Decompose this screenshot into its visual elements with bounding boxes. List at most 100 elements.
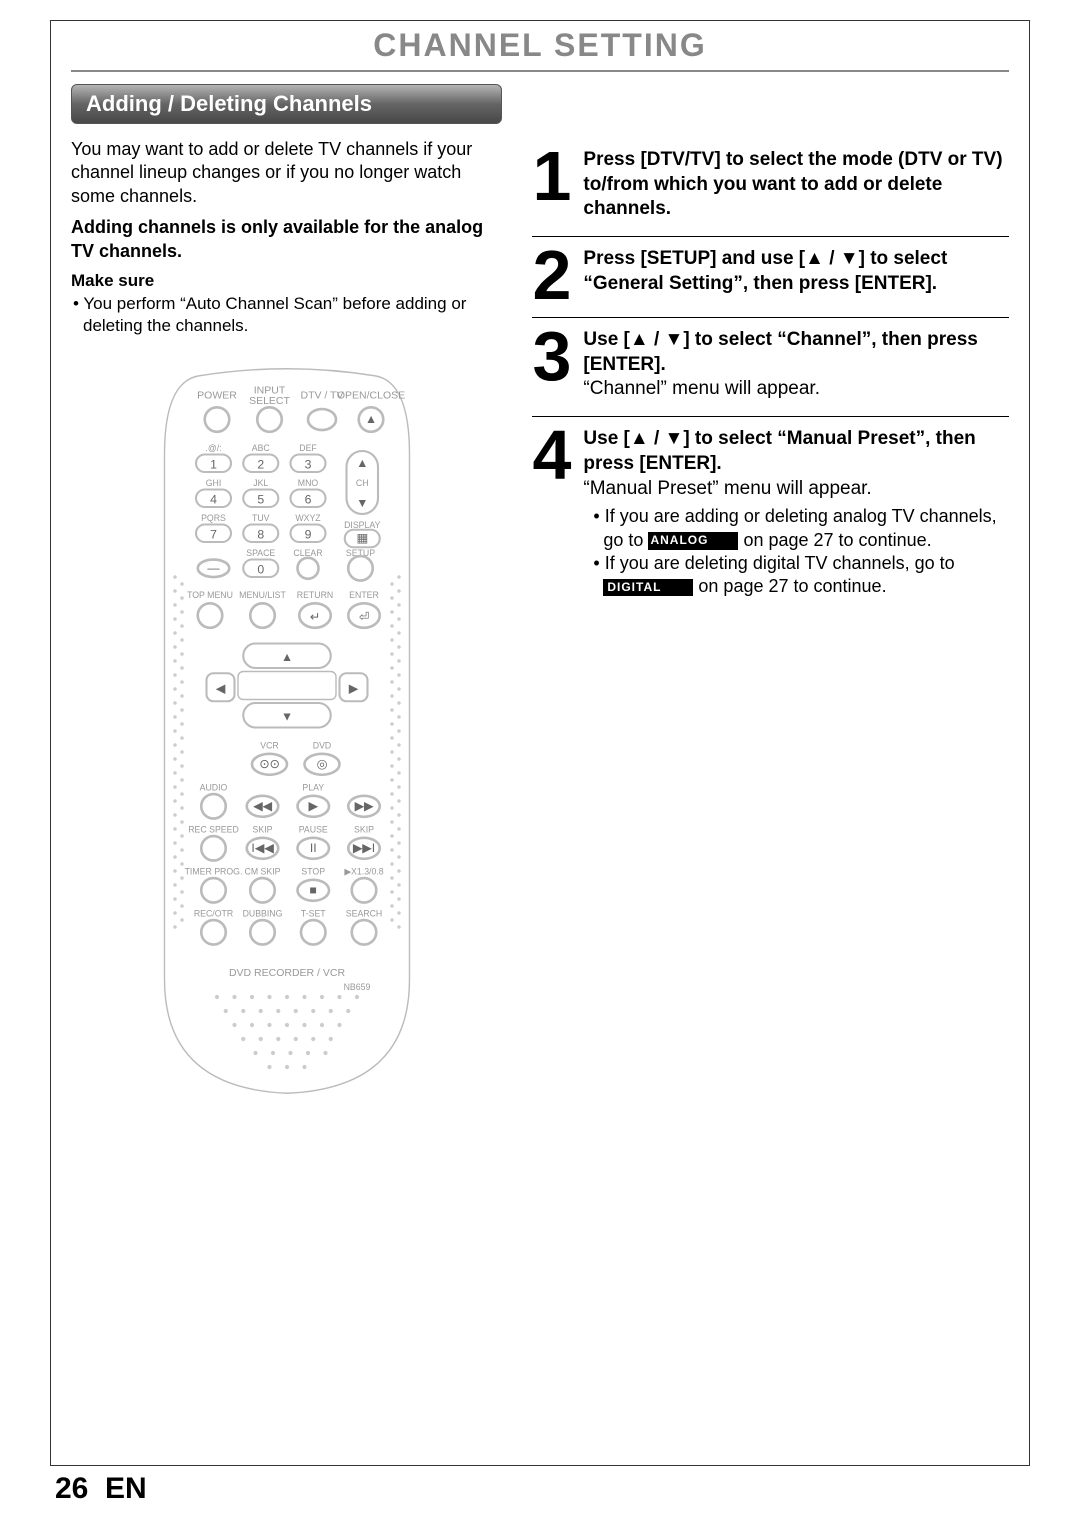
svg-text:◀◀: ◀◀	[253, 799, 272, 813]
remote-control-illustration: POWER INPUT SELECT DTV / TV OPEN/CLOSE ▲…	[147, 367, 427, 1102]
svg-text:NB659: NB659	[343, 982, 370, 992]
svg-text:TUV: TUV	[252, 513, 270, 523]
svg-text:II: II	[310, 841, 317, 855]
svg-text:4: 4	[210, 493, 217, 507]
svg-text:ENTER: ENTER	[349, 590, 379, 600]
svg-text:▶X1.3/0.8: ▶X1.3/0.8	[344, 867, 383, 877]
step-2: 2 Press [SETUP] and use [▲ / ▼] to selec…	[532, 237, 1009, 318]
svg-text:▶: ▶	[308, 799, 318, 813]
svg-text:SPACE: SPACE	[246, 548, 275, 558]
make-sure-bullet: You perform “Auto Channel Scan” before a…	[71, 293, 502, 337]
page-number: 26	[55, 1472, 88, 1505]
svg-text:▶▶I: ▶▶I	[353, 841, 375, 855]
svg-text:↵: ↵	[310, 610, 320, 624]
svg-text:PLAY: PLAY	[302, 783, 324, 793]
svg-text:MNO: MNO	[298, 478, 319, 488]
svg-text:7: 7	[210, 528, 217, 542]
svg-text:TOP MENU: TOP MENU	[187, 590, 233, 600]
svg-text:TIMER PROG.: TIMER PROG.	[184, 867, 242, 877]
speaker-dots-left	[173, 575, 184, 929]
bottom-dots	[215, 995, 359, 1069]
steps-column: 1 Press [DTV/TV] to select the mode (DTV…	[532, 138, 1009, 1102]
svg-text:CM SKIP: CM SKIP	[244, 867, 280, 877]
svg-text:8: 8	[257, 528, 264, 542]
page-footer: 26 EN	[55, 1472, 147, 1506]
svg-text:■: ■	[309, 883, 316, 897]
svg-text:▲: ▲	[356, 456, 368, 470]
svg-text:▼: ▼	[281, 710, 293, 724]
step-instruction: Use [▲ / ▼] to select “Channel”, then pr…	[583, 329, 977, 375]
svg-text:◎: ◎	[316, 757, 327, 771]
step-instruction: Press [DTV/TV] to select the mode (DTV o…	[583, 149, 1002, 219]
svg-text:1: 1	[210, 458, 217, 472]
svg-text:⊙⊙: ⊙⊙	[259, 757, 280, 771]
svg-text:OPEN/CLOSE: OPEN/CLOSE	[337, 390, 405, 402]
svg-text:SKIP: SKIP	[354, 825, 374, 835]
svg-text:⏎: ⏎	[359, 610, 369, 624]
svg-text:SEARCH: SEARCH	[346, 909, 382, 919]
svg-text:ABC: ABC	[251, 443, 269, 453]
svg-text:5: 5	[257, 493, 264, 507]
svg-text:SKIP: SKIP	[252, 825, 272, 835]
section-header: Adding / Deleting Channels	[71, 84, 502, 124]
svg-text:POWER: POWER	[197, 390, 237, 402]
make-sure-heading: Make sure	[71, 271, 502, 291]
step4-bullet-digital: If you are deleting digital TV channels,…	[583, 552, 1009, 599]
digital-badge: DIGITAL	[603, 579, 693, 597]
left-column: You may want to add or delete TV channel…	[71, 138, 502, 1102]
svg-text:VCR: VCR	[260, 741, 278, 751]
svg-text:PAUSE: PAUSE	[298, 825, 327, 835]
step-1: 1 Press [DTV/TV] to select the mode (DTV…	[532, 138, 1009, 237]
step-number: 4	[532, 427, 571, 599]
svg-text:◀: ◀	[216, 682, 226, 696]
svg-text:2: 2	[257, 458, 264, 472]
svg-text:WXYZ: WXYZ	[295, 513, 321, 523]
page-title: CHANNEL SETTING	[71, 21, 1009, 72]
svg-text:▶: ▶	[349, 682, 359, 696]
svg-text:9: 9	[304, 528, 311, 542]
step-4: 4 Use [▲ / ▼] to select “Manual Preset”,…	[532, 417, 1009, 613]
svg-text:6: 6	[304, 493, 311, 507]
analog-only-note: Adding channels is only available for th…	[71, 216, 502, 263]
analog-badge: ANALOG	[648, 532, 738, 550]
svg-text:SELECT: SELECT	[249, 395, 290, 407]
svg-text:MENU/LIST: MENU/LIST	[239, 590, 286, 600]
svg-text:GHI: GHI	[205, 478, 221, 488]
svg-text:STOP: STOP	[301, 867, 325, 877]
svg-text:JKL: JKL	[253, 478, 268, 488]
svg-text:DISPLAY: DISPLAY	[344, 520, 380, 530]
svg-text:DVD: DVD	[312, 741, 330, 751]
svg-text:▦: ▦	[356, 531, 368, 545]
svg-text:RETURN: RETURN	[297, 590, 333, 600]
svg-text:REC/OTR: REC/OTR	[194, 909, 233, 919]
step-instruction: Press [SETUP] and use [▲ / ▼] to select …	[583, 248, 947, 294]
svg-text:—: —	[207, 561, 220, 575]
step-number: 2	[532, 247, 571, 303]
bullet-text-b: on page 27 to continue.	[738, 530, 931, 550]
svg-text:▲: ▲	[281, 650, 293, 664]
svg-text:CH: CH	[356, 478, 369, 488]
svg-text:0: 0	[257, 563, 264, 577]
svg-text:T-SET: T-SET	[301, 909, 326, 919]
svg-text:PQRS: PQRS	[201, 513, 226, 523]
svg-text:.@/:: .@/:	[205, 443, 221, 453]
svg-text:3: 3	[304, 458, 311, 472]
speaker-dots-right	[390, 575, 401, 929]
step-3: 3 Use [▲ / ▼] to select “Channel”, then …	[532, 318, 1009, 417]
svg-text:DEF: DEF	[299, 443, 317, 453]
svg-text:AUDIO: AUDIO	[199, 783, 227, 793]
svg-text:I◀◀: I◀◀	[251, 841, 274, 855]
step4-bullet-analog: If you are adding or deleting analog TV …	[583, 505, 1009, 552]
bullet-text-b: on page 27 to continue.	[693, 576, 886, 596]
step-subtext: “Manual Preset” menu will appear.	[583, 478, 871, 499]
intro-text: You may want to add or delete TV channel…	[71, 138, 502, 208]
svg-text:DVD RECORDER / VCR: DVD RECORDER / VCR	[229, 967, 346, 979]
step-subtext: “Channel” menu will appear.	[583, 378, 820, 399]
svg-text:REC SPEED: REC SPEED	[188, 825, 239, 835]
svg-text:▼: ▼	[356, 496, 368, 510]
svg-text:▶▶: ▶▶	[354, 799, 373, 813]
step-number: 1	[532, 148, 571, 222]
svg-text:▲: ▲	[365, 412, 377, 426]
step-number: 3	[532, 328, 571, 402]
page-lang: EN	[105, 1472, 147, 1505]
